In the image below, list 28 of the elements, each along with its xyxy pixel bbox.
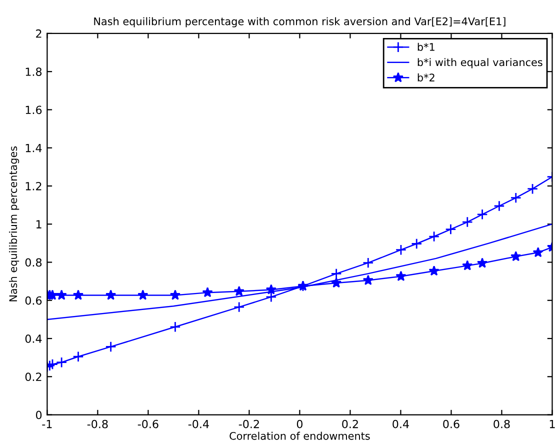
legend-label: b*i with equal variances <box>418 58 542 68</box>
x-tick-label: -0.8 <box>87 420 108 428</box>
y-tick-label: 0.8 <box>25 258 42 267</box>
x-tick-label: -1 <box>42 420 52 428</box>
y-tick-label: 1.6 <box>26 106 42 114</box>
x-tick-label: 0.2 <box>342 420 358 428</box>
x-tick-label: -0.4 <box>188 420 209 428</box>
y-tick-label: 1.4 <box>26 144 42 152</box>
y-tick-label: 0.2 <box>25 372 42 382</box>
y-tick-label: 0 <box>36 410 42 420</box>
x-tick-label: 0.6 <box>443 420 460 428</box>
y-tick-label: 0.4 <box>25 334 42 343</box>
x-tick-label: 0 <box>296 420 302 428</box>
x-tick-label: 1 <box>550 420 555 428</box>
legend-label: b*1 <box>418 42 434 51</box>
y-tick-label: 1 <box>36 220 42 228</box>
x-tick-label: -0.6 <box>138 420 158 428</box>
y-tick-label: 1.2 <box>26 182 42 190</box>
x-tick-label: -0.2 <box>238 420 259 428</box>
legend-label: b*2 <box>418 73 434 82</box>
y-tick-label: 1.8 <box>26 68 42 76</box>
x-tick-label: 0.4 <box>392 420 409 428</box>
chart-title: Nash equilibrium percentage with common risk aversion and Var[E2]=4Var[E1] <box>94 17 506 28</box>
y-axis-title: Nash equilibrium percentages <box>9 146 20 302</box>
y-tick-label: 0.6 <box>25 296 42 305</box>
y-tick-label: 2 <box>36 29 42 38</box>
x-tick-label: 0.8 <box>494 420 510 428</box>
x-axis-title: Correlation of endowments <box>230 432 370 440</box>
